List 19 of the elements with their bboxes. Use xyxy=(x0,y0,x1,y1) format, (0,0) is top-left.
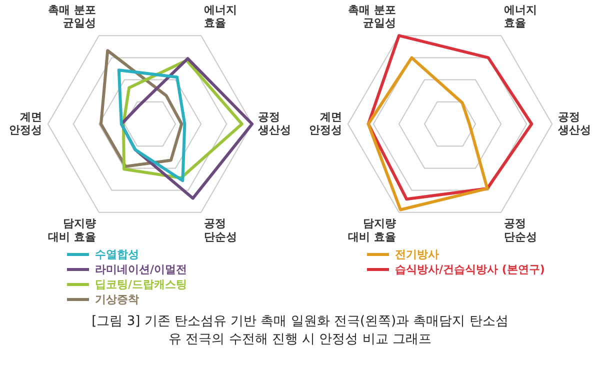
spoke-label: 촉매 분포 균일성 xyxy=(48,3,96,30)
spoke-label: 담지량 대비 효율 xyxy=(48,217,96,244)
legend-label: 라미네이션/이멀전 xyxy=(95,262,188,277)
text: [그림 3] 기존 탄소섬유 기반 촉매 일원화 전극(왼쪽)과 촉매담지 탄소섬유 전극의 수전해 진행 시 안정성 비교 그래프 xyxy=(90,313,510,349)
legend-label: 수열합성 xyxy=(95,247,139,262)
legend-label: 기상증착 xyxy=(95,292,139,307)
legend-label: 습식방사/건습식방사 (본연구) xyxy=(395,262,545,277)
spoke-label: 공정 생산성 xyxy=(557,110,592,136)
spoke-label: 계면 안정성 xyxy=(8,110,42,136)
legend-label: 딥코팅/드랍캐스팅 xyxy=(95,277,188,292)
spoke-label: 공정 단순성 xyxy=(504,217,538,244)
spoke-label: 계면 안정성 xyxy=(308,110,342,136)
spoke-label: 공정 생산성 xyxy=(257,110,292,136)
legend-label: 전기방사 xyxy=(395,247,439,262)
spoke-label: 담지량 대비 효율 xyxy=(348,217,396,244)
spoke-label: 에너지 효율 xyxy=(504,3,538,30)
spoke-label: 에너지 효율 xyxy=(204,3,238,30)
spoke-label: 촉매 분포 균일성 xyxy=(348,3,396,30)
spoke-label: 공정 단순성 xyxy=(204,217,238,244)
